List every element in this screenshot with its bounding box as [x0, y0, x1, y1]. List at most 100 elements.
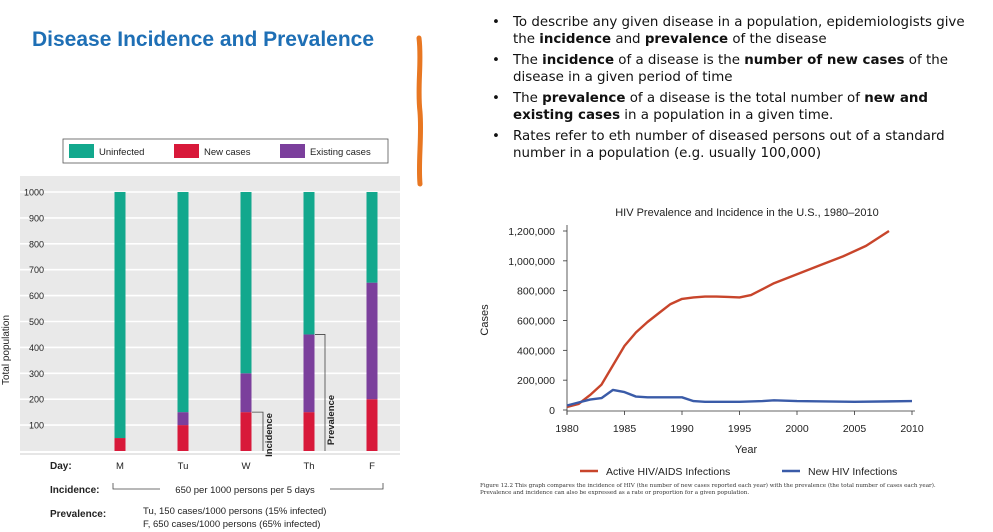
bar-uninfected-th [303, 192, 315, 335]
bullet-text: Rates refer to eth number of diseased pe… [513, 129, 945, 161]
orange-pen-stroke [416, 35, 424, 187]
bullet-text: of the disease in a given period of time [513, 53, 948, 85]
y-tick-label: 700 [29, 265, 44, 275]
y-tick-label: 0 [549, 405, 555, 417]
y-tick-label: 300 [29, 369, 44, 379]
y-tick-labels: 100 200 300 400 500 600 700 800 900 1000 [24, 188, 44, 431]
y-tick-label: 600 [29, 291, 44, 301]
bullet-bold-term: new and existing cases [513, 91, 928, 123]
bullet-text: of a disease is the total number of [625, 91, 865, 106]
x-tick-label: M [116, 461, 124, 472]
bar-existing-cases-w [240, 373, 252, 413]
legend-label: New cases [204, 147, 251, 158]
legend-box [62, 138, 389, 164]
prevalence-line-2: F, 650 cases/1000 persons (65% infected) [143, 519, 320, 530]
legend-swatch [280, 144, 305, 158]
active-infections-line [566, 229, 890, 409]
x-tick-label: 2010 [900, 423, 924, 435]
plot-background [20, 176, 400, 451]
bar-new-cases-f [366, 399, 378, 451]
incidence-text: 650 per 1000 persons per 5 days [175, 485, 315, 496]
prevalence-bracket [315, 334, 326, 451]
incidence-span-line [112, 483, 384, 490]
bullet-item: To describe any given disease in a popul… [492, 14, 972, 48]
bullet-bold-term: prevalence [644, 32, 729, 47]
slide-title: Disease Incidence and Prevalence [32, 28, 375, 51]
legend: Active HIV/AIDS Infections New HIV Infect… [580, 466, 897, 478]
y-tick-labels: 0 200,000 400,000 600,000 800,000 1,000,000 1,… [508, 226, 567, 417]
legend-swatch [69, 144, 94, 158]
y-tick-label: 600,000 [517, 316, 555, 328]
prevalence-line-1: Tu, 150 cases/1000 persons (15% infected… [143, 506, 326, 517]
legend-label: Active HIV/AIDS Infections [606, 466, 730, 478]
x-tick-label: 1990 [670, 423, 694, 435]
day-label: Day: [50, 461, 72, 472]
y-tick-label: 800,000 [517, 286, 555, 298]
y-tick-label: 800 [29, 239, 44, 249]
bullet-item: The prevalence of a disease is the total… [492, 90, 972, 124]
legend: Uninfected New cases Existing cases [69, 144, 371, 158]
x-tick-labels: 1980 1985 1990 1995 2000 2005 2010 [555, 411, 924, 435]
x-tick-label: Tu [178, 461, 189, 472]
bullet-bold-term: incidence [539, 32, 612, 47]
x-axis-label: Year [735, 444, 758, 456]
bullet-text: in a population in a given time. [620, 108, 834, 123]
y-tick-label: 1,000,000 [508, 256, 555, 268]
bar-new-cases-tu [177, 425, 189, 451]
bullet-text: of a disease is the [614, 53, 745, 68]
bar-existing-cases-tu [177, 412, 189, 426]
chart-title: HIV Prevalence and Incidence in the U.S.… [615, 207, 879, 219]
y-tick-label: 100 [29, 421, 44, 431]
x-tick-label: 2005 [843, 423, 867, 435]
hiv-line-chart: HIV Prevalence and Incidence in the U.S.… [479, 207, 924, 478]
bar-uninfected-f [366, 192, 378, 283]
bullet-item: Rates refer to eth number of diseased pe… [492, 128, 972, 162]
y-tick-label: 900 [29, 213, 44, 223]
bullet-bold-term: number of new cases [744, 53, 905, 68]
x-tick-labels: M Tu W Th F [116, 461, 375, 472]
figure-caption: Figure 12.2 This graph compares the inci… [480, 483, 936, 496]
legend-swatch [174, 144, 199, 158]
prevalence-bracket-label: Prevalence [326, 395, 337, 445]
bullet-text: of the disease [728, 32, 827, 47]
bullet-list: To describe any given disease in a popul… [492, 14, 972, 166]
bar-uninfected-m [114, 192, 126, 439]
bar-existing-cases-f [366, 282, 378, 400]
y-axis-label: Cases [479, 304, 491, 336]
bar-new-cases-w [240, 412, 252, 451]
series [566, 229, 913, 409]
incidence-prevalence-bar-chart: 100 200 300 400 500 600 700 800 900 1000 Total po… [1, 138, 400, 530]
y-tick-label: 1,200,000 [508, 226, 555, 238]
incidence-bracket-label: Incidence [264, 413, 275, 457]
y-tick-label: 200 [29, 395, 44, 405]
bullet-text: To describe any given disease in a popul… [513, 15, 965, 47]
y-tick-label: 500 [29, 317, 44, 327]
prevalence-label: Prevalence: [50, 509, 106, 520]
bullet-bold-term: prevalence [542, 91, 626, 106]
legend-label: Uninfected [99, 147, 144, 158]
bar-uninfected-w [240, 192, 252, 374]
x-tick-label: 2000 [785, 423, 809, 435]
bullet-text: and [611, 32, 645, 47]
bullet-bold-term: incidence [542, 53, 615, 68]
y-tick-label: 400,000 [517, 345, 555, 357]
legend-label: New HIV Infections [808, 466, 897, 478]
annotation-stroke [416, 35, 424, 187]
legend-label: Existing cases [310, 147, 371, 158]
bullet-item: The incidence of a disease is the number… [492, 52, 972, 86]
x-tick-label: F [369, 461, 375, 472]
bar-new-cases-th [303, 412, 315, 451]
x-tick-label: W [242, 461, 251, 472]
y-tick-label: 200,000 [517, 375, 555, 387]
bar-existing-cases-th [303, 334, 315, 413]
y-tick-label: 1000 [24, 188, 44, 198]
new-infections-line [566, 388, 913, 407]
bar-new-cases-m [114, 438, 126, 451]
brackets: Incidence Prevalence [252, 334, 337, 457]
x-tick-label: 1995 [728, 423, 752, 435]
y-axis-label: Total population [1, 315, 12, 385]
incidence-label: Incidence: [50, 485, 99, 496]
bullet-text: The [513, 91, 543, 106]
bar-uninfected-tu [177, 192, 189, 413]
incidence-bracket [252, 411, 264, 451]
